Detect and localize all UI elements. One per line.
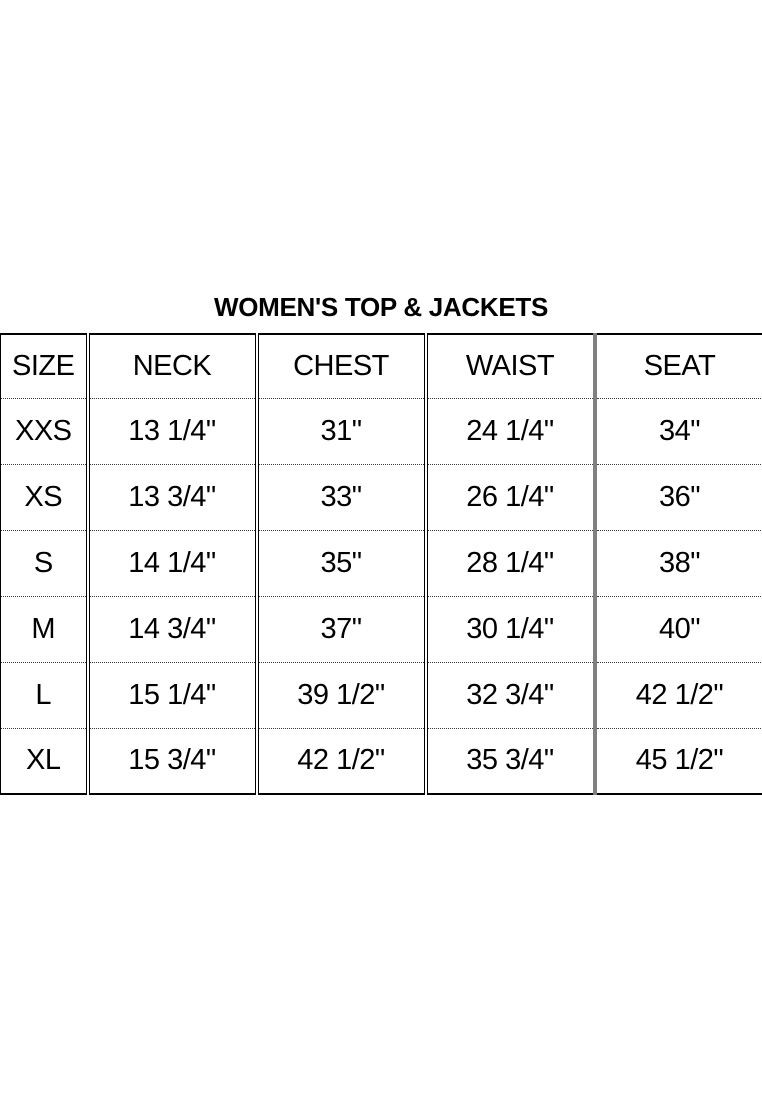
header-cell-size: SIZE xyxy=(0,334,90,398)
waist-value: 32 3/4" xyxy=(425,661,597,728)
header-cell-neck: NECK xyxy=(87,334,259,398)
table-row-xs: XS 13 3/4" 33" 26 1/4" 36" xyxy=(0,463,762,530)
header-cell-seat: SEAT xyxy=(643,349,716,382)
size-chart-title: WOMEN'S TOP & JACKETS xyxy=(213,292,549,322)
header-row: SIZE NECK CHEST WAIST SEAT xyxy=(0,334,762,398)
seat-value: 45 1/2" xyxy=(594,727,762,794)
waist-value: 26 1/4" xyxy=(425,463,597,530)
size-label: XL xyxy=(0,727,90,794)
size-label: XS xyxy=(0,463,90,530)
table-row-s: S 14 1/4" 35" 28 1/4" 38" xyxy=(0,529,762,596)
neck-value: 14 3/4" xyxy=(87,595,259,662)
table-row-xl: XL 15 3/4" 42 1/2" 35 3/4" 45 1/2" xyxy=(0,727,762,794)
neck-value: 15 1/4" xyxy=(87,661,259,728)
waist-value: 35 3/4" xyxy=(425,727,597,794)
neck-value: 13 1/4" xyxy=(87,397,259,464)
chest-value: 35" xyxy=(256,529,428,596)
seat-value: 42 1/2" xyxy=(594,661,762,728)
size-label: XXS xyxy=(0,397,90,464)
seat-value: 36" xyxy=(594,463,762,530)
chest-value: 31" xyxy=(256,397,428,464)
header-cell-waist: WAIST xyxy=(425,334,597,398)
table-row-m: M 14 3/4" 37" 30 1/4" 40" xyxy=(0,595,762,662)
chest-value: 42 1/2" xyxy=(256,727,428,794)
size-label: L xyxy=(0,661,90,728)
size-label: S xyxy=(0,529,90,596)
neck-value: 15 3/4" xyxy=(87,727,259,794)
waist-value: 30 1/4" xyxy=(425,595,597,662)
chest-value: 37" xyxy=(256,595,428,662)
size-label: M xyxy=(0,595,90,662)
neck-value: 14 1/4" xyxy=(87,529,259,596)
seat-value: 40" xyxy=(594,595,762,662)
seat-value: 34" xyxy=(594,397,762,464)
chest-value: 33" xyxy=(256,463,428,530)
table-row-xxs: XXS 13 1/4" 31" 24 1/4" 34" xyxy=(0,397,762,464)
waist-value: 24 1/4" xyxy=(425,397,597,464)
neck-value: 13 3/4" xyxy=(87,463,259,530)
waist-value: 28 1/4" xyxy=(425,529,597,596)
chest-value: 39 1/2" xyxy=(256,661,428,728)
size-chart-table: SIZE NECK CHEST WAIST SEAT XXS 13 1/4" 3… xyxy=(0,333,762,795)
header-cell-chest: CHEST xyxy=(256,334,428,398)
seat-value: 38" xyxy=(594,529,762,596)
table-row-l: L 15 1/4" 39 1/2" 32 3/4" 42 1/2" xyxy=(0,661,762,728)
